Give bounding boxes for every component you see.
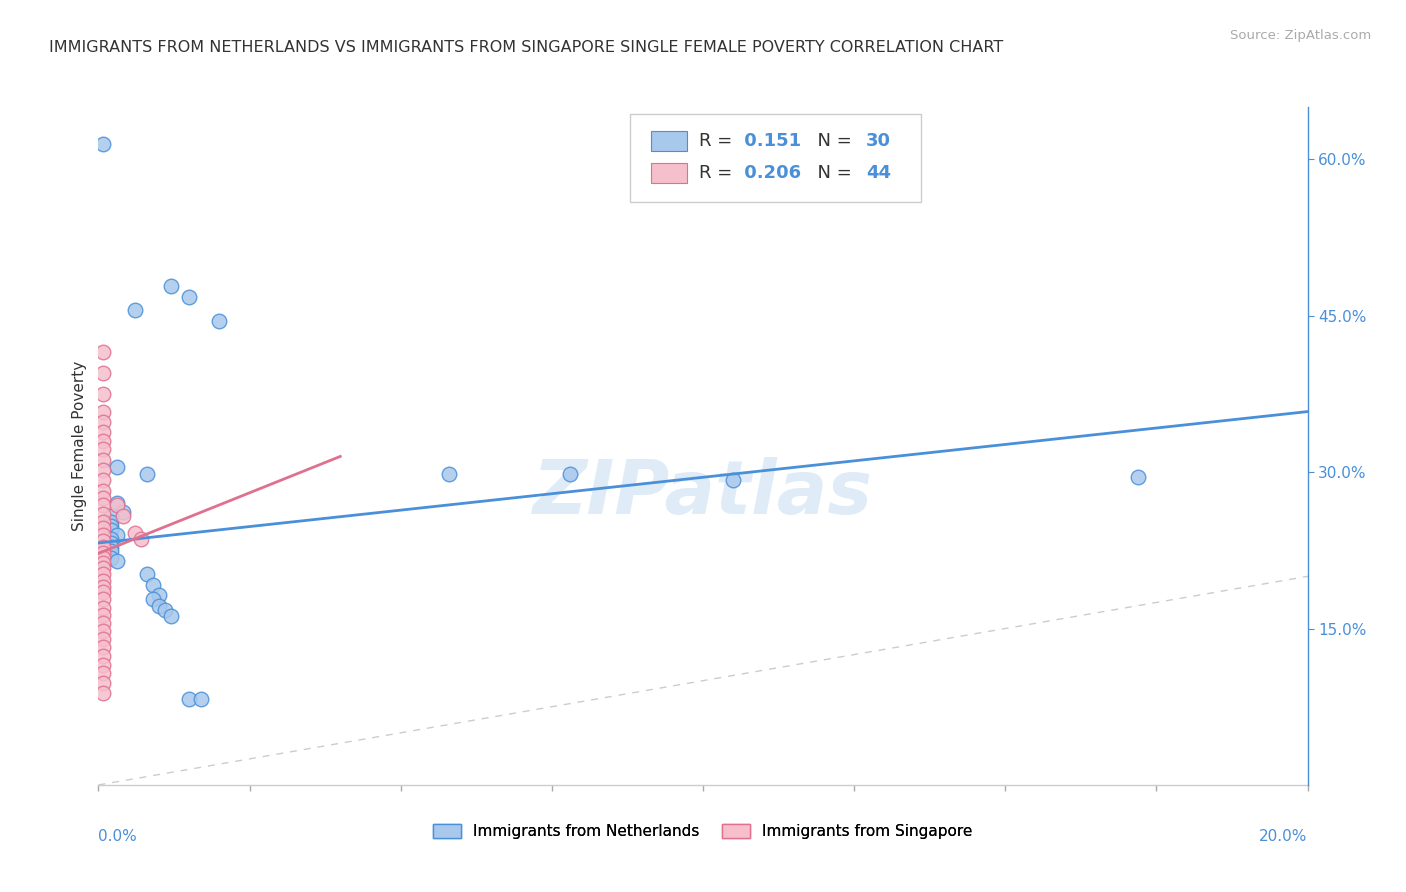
Point — [160, 279, 183, 293]
Point — [190, 692, 212, 706]
Point — [124, 303, 146, 318]
Text: 0.0%: 0.0% — [98, 829, 138, 844]
Text: ZIPatlas: ZIPatlas — [533, 457, 873, 530]
Point — [558, 467, 581, 482]
Point — [124, 525, 146, 540]
Point — [91, 567, 114, 582]
Point — [91, 675, 114, 690]
Point — [148, 599, 170, 613]
FancyBboxPatch shape — [651, 162, 688, 183]
Point — [91, 686, 114, 700]
Point — [148, 588, 170, 602]
Point — [91, 507, 114, 521]
Point — [91, 533, 114, 548]
Point — [91, 592, 114, 607]
Point — [208, 314, 231, 328]
Point — [135, 467, 157, 482]
Point — [105, 499, 128, 513]
Point — [91, 574, 114, 588]
Point — [91, 452, 114, 467]
Point — [91, 404, 114, 418]
Point — [91, 632, 114, 646]
Text: R =: R = — [699, 164, 738, 182]
Point — [723, 474, 745, 488]
Point — [91, 387, 114, 401]
Point — [91, 425, 114, 440]
Point — [91, 616, 114, 631]
Point — [91, 648, 114, 663]
Point — [111, 505, 134, 519]
Point — [179, 290, 201, 304]
Point — [153, 603, 176, 617]
Point — [142, 578, 165, 592]
Point — [100, 519, 122, 533]
Point — [91, 491, 114, 505]
Point — [91, 600, 114, 615]
Point — [91, 463, 114, 477]
Point — [91, 434, 114, 448]
FancyBboxPatch shape — [630, 114, 921, 202]
Text: 44: 44 — [866, 164, 891, 182]
Point — [100, 524, 122, 538]
Point — [100, 544, 122, 558]
Point — [91, 580, 114, 594]
Point — [91, 474, 114, 488]
Point — [100, 515, 122, 529]
Point — [91, 607, 114, 622]
Text: R =: R = — [699, 132, 738, 150]
Point — [91, 442, 114, 457]
FancyBboxPatch shape — [651, 131, 688, 151]
Point — [1128, 470, 1150, 484]
Y-axis label: Single Female Poverty: Single Female Poverty — [72, 361, 87, 531]
Point — [105, 554, 128, 568]
Point — [135, 567, 157, 582]
Point — [91, 345, 114, 359]
Point — [91, 546, 114, 560]
Text: N =: N = — [806, 132, 858, 150]
Point — [91, 483, 114, 498]
Text: N =: N = — [806, 164, 858, 182]
Point — [91, 415, 114, 429]
Point — [437, 467, 460, 482]
Legend: Immigrants from Netherlands, Immigrants from Singapore: Immigrants from Netherlands, Immigrants … — [427, 818, 979, 845]
Point — [91, 366, 114, 380]
Text: 20.0%: 20.0% — [1260, 829, 1308, 844]
Point — [91, 136, 114, 151]
Point — [160, 609, 183, 624]
Text: Source: ZipAtlas.com: Source: ZipAtlas.com — [1230, 29, 1371, 42]
Point — [105, 527, 128, 541]
Text: 30: 30 — [866, 132, 891, 150]
Point — [91, 521, 114, 535]
Point — [91, 515, 114, 529]
Point — [91, 527, 114, 541]
Text: 0.206: 0.206 — [738, 164, 801, 182]
Point — [91, 640, 114, 655]
Point — [100, 550, 122, 565]
Point — [91, 666, 114, 681]
Point — [100, 532, 122, 546]
Point — [91, 658, 114, 673]
Point — [91, 550, 114, 565]
Point — [105, 459, 128, 474]
Point — [111, 508, 134, 523]
Point — [100, 508, 122, 523]
Point — [142, 592, 165, 607]
Point — [91, 585, 114, 599]
Point — [179, 692, 201, 706]
Point — [91, 499, 114, 513]
Point — [100, 536, 122, 550]
Point — [91, 540, 114, 554]
Point — [129, 532, 152, 546]
Point — [91, 561, 114, 575]
Point — [105, 496, 128, 510]
Text: 0.151: 0.151 — [738, 132, 801, 150]
Point — [91, 624, 114, 638]
Point — [93, 549, 115, 563]
Text: IMMIGRANTS FROM NETHERLANDS VS IMMIGRANTS FROM SINGAPORE SINGLE FEMALE POVERTY C: IMMIGRANTS FROM NETHERLANDS VS IMMIGRANT… — [49, 40, 1004, 55]
Point — [91, 556, 114, 570]
Point — [100, 540, 122, 554]
